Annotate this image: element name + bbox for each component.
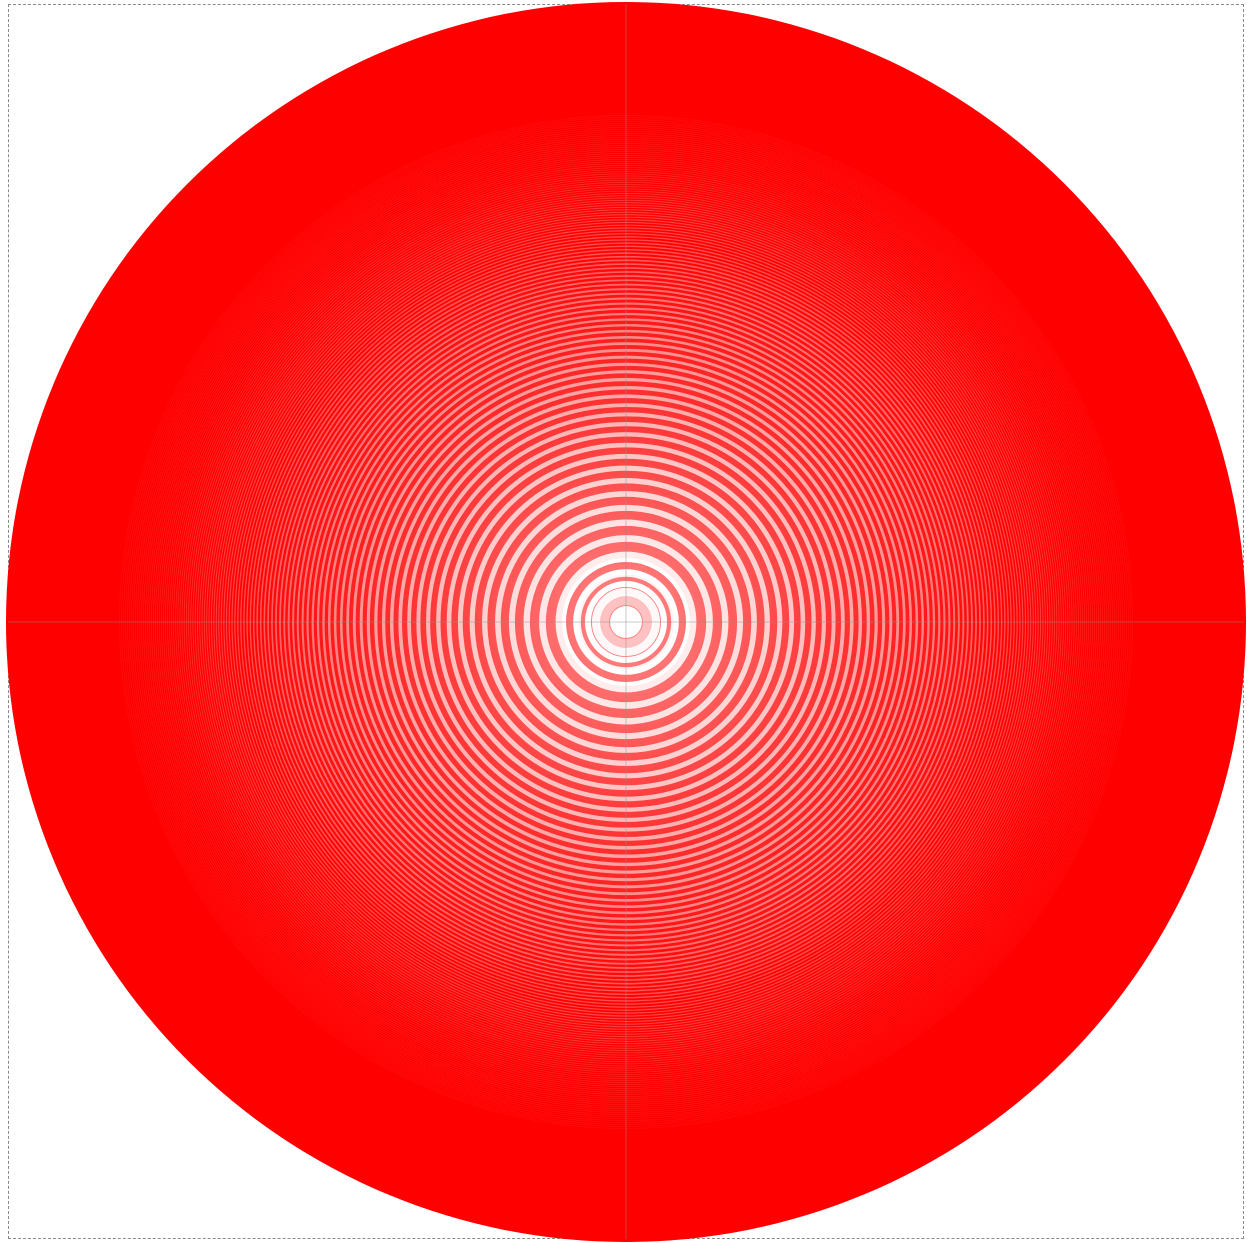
center-crosshair — [8, 4, 1244, 1239]
